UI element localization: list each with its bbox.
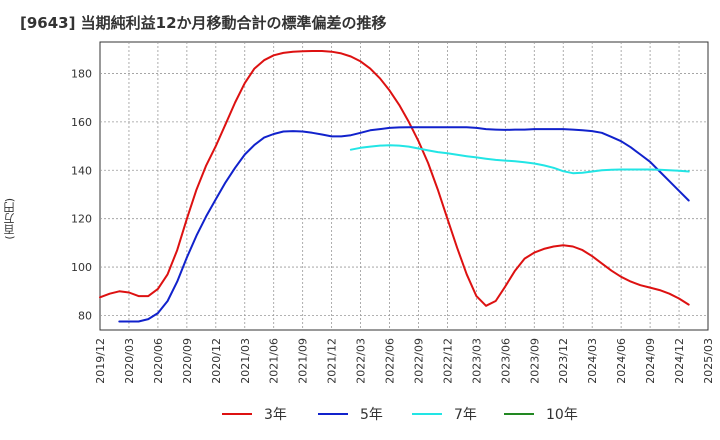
y-tick-label: 80 — [78, 309, 92, 322]
y-tick-label: 180 — [71, 67, 92, 80]
x-tick-label: 2022/12 — [441, 338, 454, 384]
x-tick-label: 2022/09 — [412, 338, 425, 384]
x-tick-label: 2021/09 — [297, 338, 310, 384]
x-tick-label: 2022/06 — [384, 338, 397, 384]
series-line-5年 — [118, 126, 690, 323]
x-tick-label: 2024/03 — [586, 338, 599, 384]
y-tick-label: 120 — [71, 213, 92, 226]
legend-label: 3年 — [264, 407, 287, 423]
x-tick-label: 2024/12 — [673, 338, 686, 384]
x-tick-label: 2024/06 — [615, 338, 628, 384]
x-tick-label: 2020/03 — [123, 338, 136, 384]
legend-label: 10年 — [546, 407, 578, 423]
x-tick-label: 2023/06 — [499, 338, 512, 384]
x-tick-label: 2023/12 — [557, 338, 570, 384]
x-tick-label: 2020/12 — [210, 338, 223, 384]
x-tick-label: 2023/09 — [528, 338, 541, 384]
plot-area — [99, 41, 709, 331]
x-tick-label: 2019/12 — [94, 338, 107, 384]
chart-title: [9643] 当期純利益12か月移動合計の標準偏差の推移 — [20, 14, 387, 32]
series-line-7年 — [349, 144, 690, 175]
x-tick-label: 2021/03 — [239, 338, 252, 384]
y-tick-label: 160 — [71, 116, 92, 129]
legend-label: 5年 — [360, 407, 383, 423]
x-tick-label: 2025/03 — [702, 338, 715, 384]
x-tick-label: 2021/12 — [326, 338, 339, 384]
x-tick-label: 2024/09 — [644, 338, 657, 384]
y-tick-label: 140 — [71, 164, 92, 177]
x-tick-label: 2023/03 — [470, 338, 483, 384]
y-tick-label: 100 — [71, 261, 92, 274]
series-line-3年 — [99, 50, 690, 307]
x-tick-label: 2022/03 — [355, 338, 368, 384]
legend-label: 7年 — [454, 407, 477, 423]
x-tick-label: 2020/09 — [181, 338, 194, 384]
x-tick-label: 2020/06 — [152, 338, 165, 384]
x-tick-label: 2021/06 — [268, 338, 281, 384]
